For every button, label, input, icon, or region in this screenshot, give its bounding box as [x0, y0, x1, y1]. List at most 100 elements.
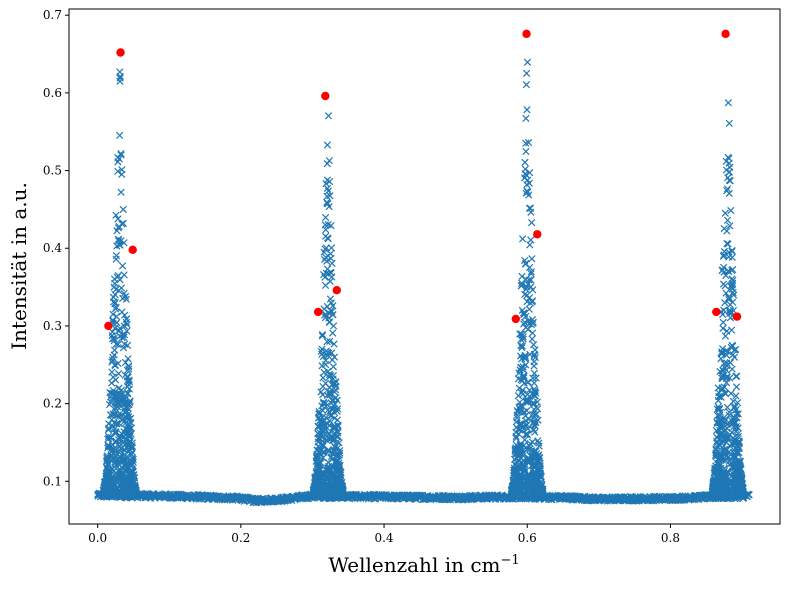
data-point-x	[313, 452, 321, 460]
data-point-x	[531, 346, 539, 354]
data-point-x	[128, 439, 136, 447]
data-point-x	[334, 422, 342, 431]
data-point-x	[117, 474, 125, 483]
data-point-x	[104, 441, 112, 449]
data-point-x	[131, 491, 139, 499]
data-point-x	[111, 305, 120, 313]
data-point-x	[122, 315, 131, 323]
data-point-x	[114, 153, 122, 162]
data-point-x	[328, 485, 336, 493]
peak-marker	[522, 29, 531, 39]
peak-marker	[533, 230, 542, 239]
data-point-x	[112, 285, 120, 293]
data-point-x	[121, 413, 129, 421]
data-point-x	[320, 270, 328, 279]
data-point-x	[124, 355, 132, 363]
data-point-x	[105, 434, 113, 443]
y-axis-ticks: 0.1 0.2 0.3 0.4 0.5 0.6 0.7	[43, 8, 69, 488]
data-point-x	[313, 480, 321, 488]
data-point-x	[104, 432, 113, 441]
data-point-x	[120, 239, 128, 247]
data-point-x	[330, 340, 338, 348]
peak-marker	[128, 245, 137, 254]
data-point-x	[112, 420, 121, 428]
data-point-x	[319, 398, 328, 406]
data-point-x	[519, 235, 527, 243]
data-point-x	[324, 200, 332, 208]
data-point-x	[109, 310, 117, 318]
data-point-x	[522, 69, 531, 77]
peak-marker	[313, 307, 323, 317]
data-point-x	[318, 330, 327, 339]
data-point-x	[321, 232, 330, 240]
data-point-x	[121, 392, 130, 401]
data-point-x	[120, 322, 128, 330]
peak-marker	[116, 48, 125, 57]
peak-marker	[712, 307, 721, 317]
data-point-x	[331, 429, 339, 437]
data-point-x	[118, 334, 126, 342]
data-point-x	[106, 466, 114, 475]
data-point-x	[322, 402, 330, 410]
data-point-x	[323, 141, 332, 149]
data-point-x	[112, 376, 120, 384]
data-point-x	[324, 112, 333, 120]
data-point-x	[130, 471, 138, 479]
data-point-x	[523, 106, 531, 114]
data-point-x	[721, 299, 729, 307]
data-point-x	[104, 426, 113, 434]
data-point-x	[520, 320, 528, 328]
data-point-x	[528, 219, 536, 227]
data-point-x	[313, 471, 321, 479]
y-tick-label: 0.1	[43, 474, 62, 488]
data-point-x	[512, 428, 520, 436]
data-point-x	[108, 481, 117, 489]
data-point-x	[112, 251, 121, 260]
data-point-x	[116, 72, 124, 81]
data-point-x	[323, 472, 331, 481]
data-point-x	[323, 302, 331, 311]
data-point-x	[319, 382, 327, 391]
data-point-x	[117, 188, 125, 196]
data-point-x	[128, 479, 137, 487]
data-point-x	[528, 255, 536, 263]
y-tick-label: 0.2	[43, 397, 62, 411]
data-point-x	[313, 461, 322, 469]
data-point-x	[114, 272, 122, 280]
data-point-x	[318, 362, 326, 370]
data-point-x	[103, 454, 111, 463]
data-point-x	[118, 170, 126, 178]
x-tick-label: 0.4	[374, 531, 393, 545]
data-point-x	[114, 167, 122, 176]
data-point-x	[333, 456, 341, 464]
data-point-x	[124, 427, 132, 435]
data-point-x	[318, 430, 326, 438]
data-point-x	[116, 74, 124, 82]
data-point-x	[113, 319, 121, 327]
data-point-x	[108, 368, 116, 376]
y-tick-label: 0.7	[43, 8, 62, 22]
data-point-x	[114, 215, 122, 223]
data-point-x	[321, 281, 330, 290]
data-point-x	[125, 385, 134, 393]
data-point-x	[111, 298, 119, 307]
data-point-x	[328, 259, 336, 267]
data-point-x	[122, 453, 131, 461]
data-point-x	[126, 398, 134, 407]
data-point-x	[111, 429, 120, 438]
data-point-x	[110, 346, 119, 354]
data-point-x	[103, 471, 111, 479]
data-point-x	[125, 377, 133, 386]
data-point-x	[324, 187, 332, 195]
data-point-x	[323, 160, 331, 168]
data-point-x	[112, 340, 120, 348]
data-point-x	[123, 327, 131, 335]
data-point-x	[323, 464, 332, 472]
data-point-x	[109, 410, 117, 418]
data-point-x	[120, 333, 128, 342]
data-point-x	[108, 473, 117, 481]
data-point-x	[329, 379, 338, 387]
data-point-x	[724, 99, 732, 107]
data-point-x	[534, 437, 542, 445]
